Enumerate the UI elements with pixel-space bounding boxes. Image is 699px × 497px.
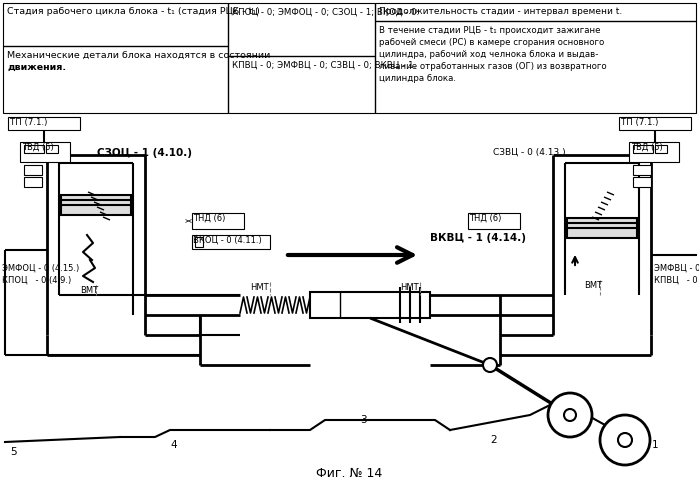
Bar [192,213,244,229]
Bar [192,235,270,249]
Text: 1: 1 [652,440,658,450]
Circle shape [618,433,632,447]
Bar [195,237,203,247]
Bar [24,165,42,175]
Text: В течение стадии РЦБ - t₁ происходит зажигане: В течение стадии РЦБ - t₁ происходит заж… [379,26,600,35]
Bar [633,165,651,175]
Text: 2: 2 [490,435,496,445]
Text: 4: 4 [170,440,177,450]
Text: цилиндра, рабочий ход челнока блока и выдав-: цилиндра, рабочий ход челнока блока и вы… [379,50,598,59]
Bar [3,3,696,113]
Text: НМТ: НМТ [250,283,268,292]
Bar [8,117,80,130]
Text: СЗОЦ - 1 (4.10.): СЗОЦ - 1 (4.10.) [97,148,192,158]
Bar [24,145,44,153]
Text: КПВЦ - 0; ЭМФВЦ - 0; СЗВЦ - 0; ВКВЦ - 1.: КПВЦ - 0; ЭМФВЦ - 0; СЗВЦ - 0; ВКВЦ - 1. [232,61,416,70]
Text: движения.: движения. [7,63,66,72]
Bar [633,177,651,187]
Bar [310,292,430,318]
Bar [61,195,131,215]
Text: ТНД (6): ТНД (6) [469,214,501,223]
Text: СЗВЦ - 0 (4.13.): СЗВЦ - 0 (4.13.) [493,148,565,157]
Text: ТП (7.1.): ТП (7.1.) [621,118,658,127]
Text: цилиндра блока.: цилиндра блока. [379,74,456,83]
Circle shape [600,415,650,465]
Circle shape [548,393,592,437]
Text: ЭМФВЦ - 0 (4.16.): ЭМФВЦ - 0 (4.16.) [654,264,699,273]
Text: ВМТ: ВМТ [80,286,98,295]
Circle shape [564,409,576,421]
Bar [567,218,637,238]
Text: ВМТ: ВМТ [584,281,602,290]
Text: КПОЦ - 0; ЭМФОЦ - 0; СЗОЦ - 1; ВКОД - 0.: КПОЦ - 0; ЭМФОЦ - 0; СЗОЦ - 1; ВКОД - 0. [232,8,419,17]
Text: Стадия рабочего цикла блока - t₁ (стадия РЦБ - t₁): Стадия рабочего цикла блока - t₁ (стадия… [7,7,260,16]
Bar [46,145,58,153]
Bar [24,177,42,187]
Circle shape [483,358,497,372]
Text: 5: 5 [10,447,17,457]
Text: ВКОЦ - 0 (4.11.): ВКОЦ - 0 (4.11.) [193,236,261,245]
Text: ТП (7.1.): ТП (7.1.) [10,118,48,127]
Text: ЭМФОЦ - 0 (4.15.): ЭМФОЦ - 0 (4.15.) [2,264,79,273]
Text: Механические детали блока находятся в состоянии: Механические детали блока находятся в со… [7,51,271,60]
Text: ВКВЦ - 1 (4.14.): ВКВЦ - 1 (4.14.) [430,233,526,243]
Text: НМТ: НМТ [400,283,419,292]
Bar [468,213,520,229]
Text: Фиг. № 14: Фиг. № 14 [316,467,382,480]
Text: Продолжительность стадии - интервал времени t.: Продолжительность стадии - интервал врем… [379,7,622,16]
Text: ТНД (6): ТНД (6) [193,214,225,223]
Bar [20,142,70,162]
Bar [629,142,679,162]
Bar [633,145,653,153]
Text: ливание отработанных газов (ОГ) из возвратного: ливание отработанных газов (ОГ) из возвр… [379,62,607,71]
Text: КПВЦ   - 0 (4.12.): КПВЦ - 0 (4.12.) [654,276,699,285]
Text: рабочей смеси (РС) в камере сгорания основного: рабочей смеси (РС) в камере сгорания осн… [379,38,604,47]
Text: 3: 3 [360,415,366,425]
Text: ТВД (5): ТВД (5) [22,143,54,152]
Text: КПОЦ   - 0 (4.9.): КПОЦ - 0 (4.9.) [2,276,71,285]
Bar [655,145,667,153]
Bar [619,117,691,130]
Text: ТВД (5): ТВД (5) [631,143,663,152]
